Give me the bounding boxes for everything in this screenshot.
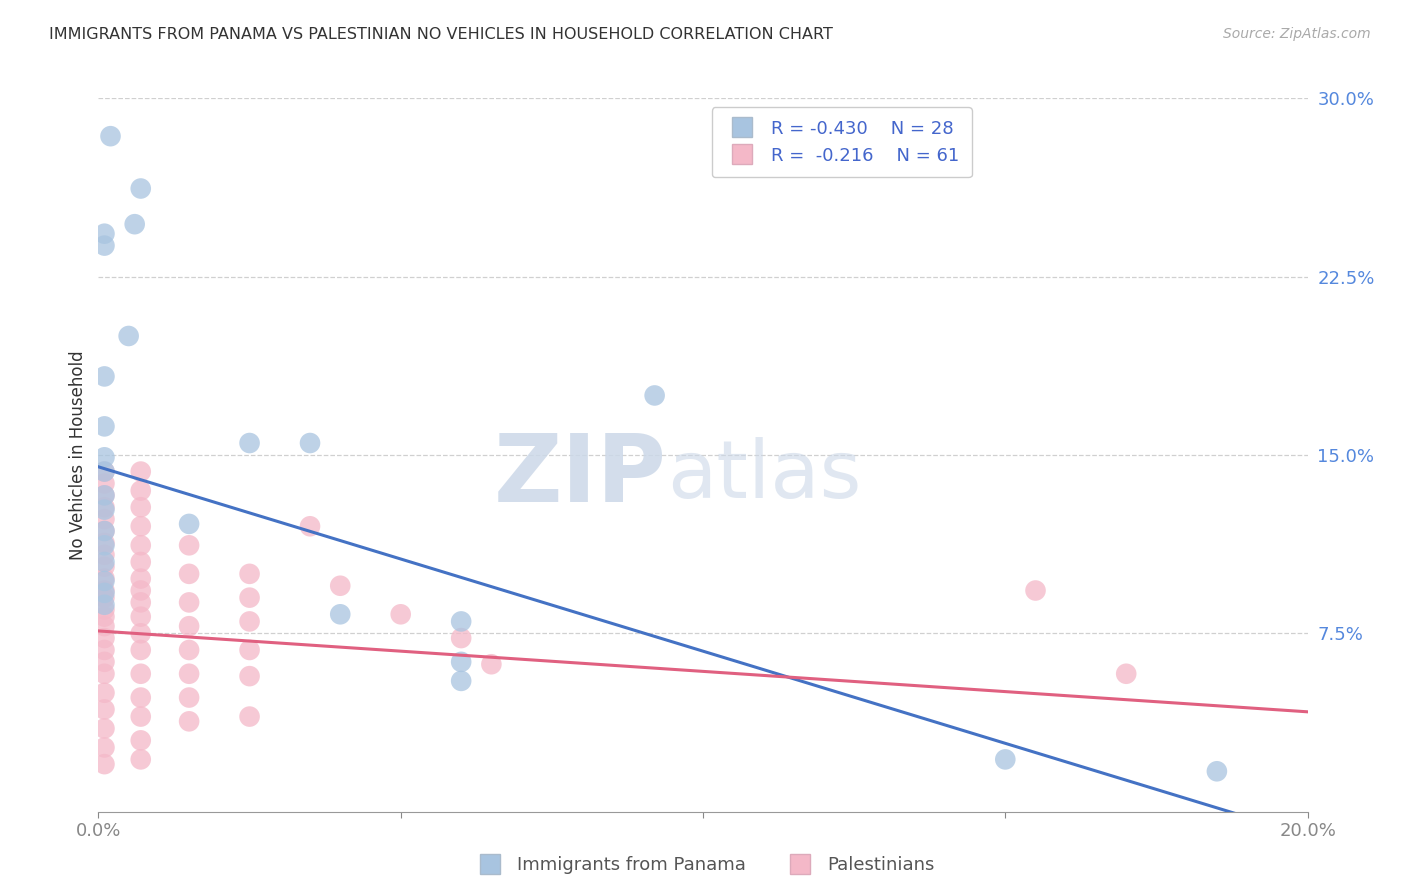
Point (450, 673, 472, 688)
Point (239, 709, 262, 723)
Point (129, 519, 152, 533)
Point (93, 559, 115, 574)
Point (129, 666, 152, 681)
Text: ZIP: ZIP (494, 430, 666, 523)
Point (329, 607, 352, 622)
Point (129, 709, 152, 723)
Point (179, 666, 201, 681)
Point (129, 555, 152, 569)
Point (299, 436, 322, 450)
Point (93, 740, 115, 755)
Point (93, 591, 115, 605)
Point (100, 129, 122, 144)
Point (93, 227, 115, 241)
Point (129, 538, 152, 552)
Point (93, 583, 115, 598)
Point (93, 555, 115, 569)
Point (129, 626, 152, 640)
Point (93, 702, 115, 716)
Y-axis label: No Vehicles in Household: No Vehicles in Household (69, 350, 87, 560)
Point (93, 609, 115, 624)
Point (129, 583, 152, 598)
Point (179, 714, 201, 729)
Point (129, 465, 152, 479)
Point (129, 572, 152, 586)
Point (129, 690, 152, 705)
Point (329, 579, 352, 593)
Text: Source: ZipAtlas.com: Source: ZipAtlas.com (1223, 27, 1371, 41)
Point (129, 752, 152, 766)
Point (93, 574, 115, 588)
Point (118, 329, 141, 343)
Point (93, 757, 115, 772)
Point (93, 572, 115, 586)
Point (93, 666, 115, 681)
Point (93, 631, 115, 645)
Point (93, 450, 115, 465)
Point (93, 502, 115, 516)
Point (179, 595, 201, 609)
Point (129, 643, 152, 657)
Point (93, 686, 115, 700)
Point (93, 643, 115, 657)
Point (239, 566, 262, 581)
Text: IMMIGRANTS FROM PANAMA VS PALESTINIAN NO VEHICLES IN HOUSEHOLD CORRELATION CHART: IMMIGRANTS FROM PANAMA VS PALESTINIAN NO… (49, 27, 834, 42)
Point (129, 483, 152, 498)
Point (129, 595, 152, 609)
Point (93, 465, 115, 479)
Point (129, 733, 152, 747)
Point (239, 643, 262, 657)
Point (93, 586, 115, 600)
Point (179, 643, 201, 657)
Point (179, 690, 201, 705)
Point (1206, 764, 1229, 779)
Point (124, 217, 146, 231)
Point (179, 619, 201, 633)
Point (93, 369, 115, 384)
Point (450, 655, 472, 669)
Point (239, 669, 262, 683)
Point (93, 488, 115, 502)
Legend: Immigrants from Panama, Palestinians: Immigrants from Panama, Palestinians (464, 849, 942, 881)
Point (93, 238, 115, 252)
Point (1024, 583, 1046, 598)
Point (179, 566, 201, 581)
Point (93, 476, 115, 491)
Point (93, 524, 115, 538)
Point (644, 388, 666, 402)
Point (450, 615, 472, 629)
Point (129, 609, 152, 624)
Point (129, 181, 152, 195)
Point (994, 752, 1017, 766)
Point (299, 519, 322, 533)
Point (93, 538, 115, 552)
Point (93, 722, 115, 736)
Point (1115, 666, 1137, 681)
Text: atlas: atlas (666, 437, 860, 516)
Point (93, 419, 115, 434)
Point (93, 524, 115, 538)
Point (239, 615, 262, 629)
Point (93, 536, 115, 550)
Point (93, 655, 115, 669)
Point (93, 602, 115, 616)
Point (481, 657, 503, 672)
Point (93, 619, 115, 633)
Point (129, 500, 152, 515)
Point (389, 607, 412, 622)
Point (179, 538, 201, 552)
Point (93, 465, 115, 479)
Point (93, 512, 115, 526)
Point (93, 488, 115, 502)
Point (93, 548, 115, 562)
Point (93, 598, 115, 612)
Point (450, 631, 472, 645)
Point (179, 516, 201, 531)
Point (93, 500, 115, 515)
Point (239, 591, 262, 605)
Point (239, 436, 262, 450)
